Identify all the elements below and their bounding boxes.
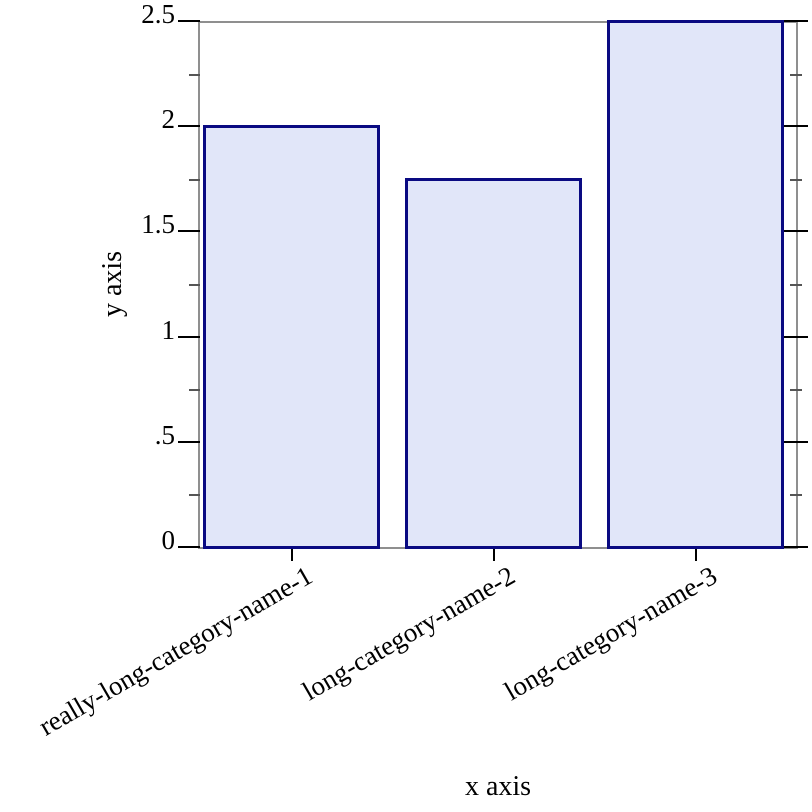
y-tick-label: 0 bbox=[161, 525, 176, 555]
right-axis-major-tick bbox=[784, 335, 808, 338]
right-axis-minor-tick bbox=[790, 389, 802, 392]
y-axis-minor-tick bbox=[189, 284, 200, 286]
y-tick-label: 1.5 bbox=[141, 209, 175, 240]
bar bbox=[405, 177, 582, 549]
bar bbox=[607, 20, 784, 549]
y-axis-major-tick bbox=[178, 125, 200, 128]
y-tick-label: 2 bbox=[161, 104, 176, 135]
y-axis-title: y axis bbox=[97, 250, 128, 318]
y-tick-label: 2.5 bbox=[141, 0, 175, 29]
right-axis-major-tick bbox=[784, 440, 808, 443]
x-axis-title: x axis bbox=[464, 771, 532, 802]
y-axis-major-tick bbox=[178, 20, 200, 22]
plot-border-top bbox=[198, 21, 798, 23]
y-tick-label: .5 bbox=[154, 419, 175, 450]
y-axis-minor-tick bbox=[189, 389, 200, 392]
y-axis-minor-tick bbox=[189, 494, 200, 497]
x-category-label: really-long-category-name-1 bbox=[33, 560, 318, 742]
right-axis-major-tick bbox=[784, 125, 808, 128]
x-axis-tick bbox=[694, 549, 697, 561]
y-axis-major-tick bbox=[178, 440, 200, 443]
x-category-label: long-category-name-2 bbox=[296, 560, 520, 707]
right-axis-minor-tick bbox=[790, 178, 802, 181]
x-category-label: long-category-name-3 bbox=[498, 560, 722, 707]
x-axis-tick bbox=[290, 549, 293, 561]
y-axis-minor-tick bbox=[189, 73, 200, 76]
right-axis-minor-tick bbox=[790, 73, 802, 76]
y-axis-major-tick bbox=[178, 335, 200, 338]
right-axis-major-tick bbox=[784, 546, 808, 548]
y-axis-minor-tick bbox=[189, 178, 200, 181]
y-axis-major-tick bbox=[178, 546, 200, 548]
right-axis-major-tick bbox=[784, 20, 808, 22]
right-axis-major-tick bbox=[784, 230, 808, 233]
y-tick-label: 1 bbox=[161, 314, 176, 345]
bar bbox=[203, 125, 380, 549]
y-axis-major-tick bbox=[178, 230, 200, 233]
right-axis-minor-tick bbox=[790, 494, 802, 497]
x-axis-tick bbox=[492, 549, 495, 561]
right-axis-minor-tick bbox=[790, 284, 802, 286]
